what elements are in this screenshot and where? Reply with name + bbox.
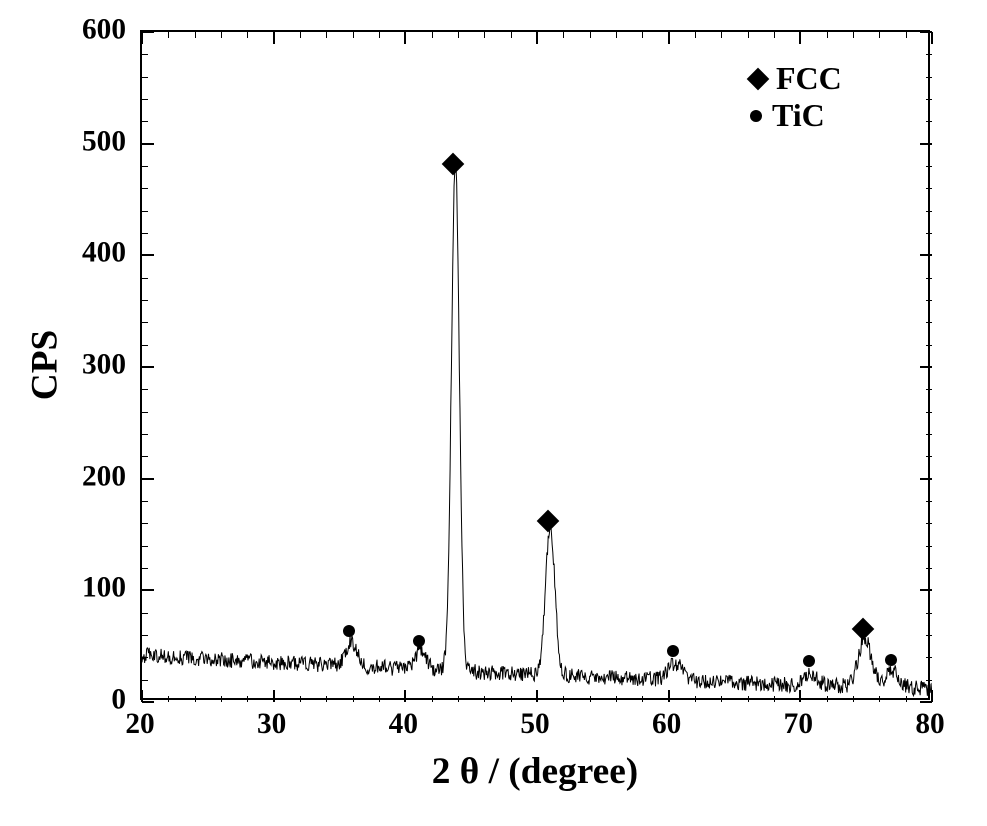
legend-item: FCC	[750, 60, 842, 97]
x-tick-label: 20	[125, 708, 154, 741]
y-axis-label: CPS	[24, 330, 67, 401]
tic-circle-marker	[413, 635, 425, 647]
y-tick-label: 200	[66, 460, 126, 493]
x-tick-label: 80	[915, 708, 944, 741]
x-tick-label: 60	[652, 708, 681, 741]
tic-circle-marker	[343, 625, 355, 637]
x-tick-label: 30	[257, 708, 286, 741]
legend-label: FCC	[776, 60, 842, 97]
y-tick-label: 500	[66, 125, 126, 158]
x-tick-label: 50	[520, 708, 549, 741]
x-tick-label: 70	[784, 708, 813, 741]
chart-canvas: 2 θ / (degree) CPS FCCTiC 20 30 40 50 60 70 80…	[0, 0, 987, 826]
y-tick-label: 400	[66, 237, 126, 270]
tic-circle-marker	[803, 655, 815, 667]
y-tick-label: 600	[66, 14, 126, 47]
x-axis-label: 2 θ / (degree)	[432, 750, 638, 793]
legend-label: TiC	[772, 97, 825, 134]
xrd-trace	[142, 164, 932, 696]
y-tick-label: 300	[66, 349, 126, 382]
x-tick-label: 40	[389, 708, 418, 741]
legend-item: TiC	[750, 97, 842, 134]
diamond-icon	[747, 67, 770, 90]
y-tick-label: 0	[66, 684, 126, 717]
legend: FCCTiC	[750, 60, 842, 134]
tic-circle-marker	[667, 645, 679, 657]
tic-circle-marker	[885, 654, 897, 666]
circle-icon	[750, 110, 762, 122]
y-tick-label: 100	[66, 572, 126, 605]
